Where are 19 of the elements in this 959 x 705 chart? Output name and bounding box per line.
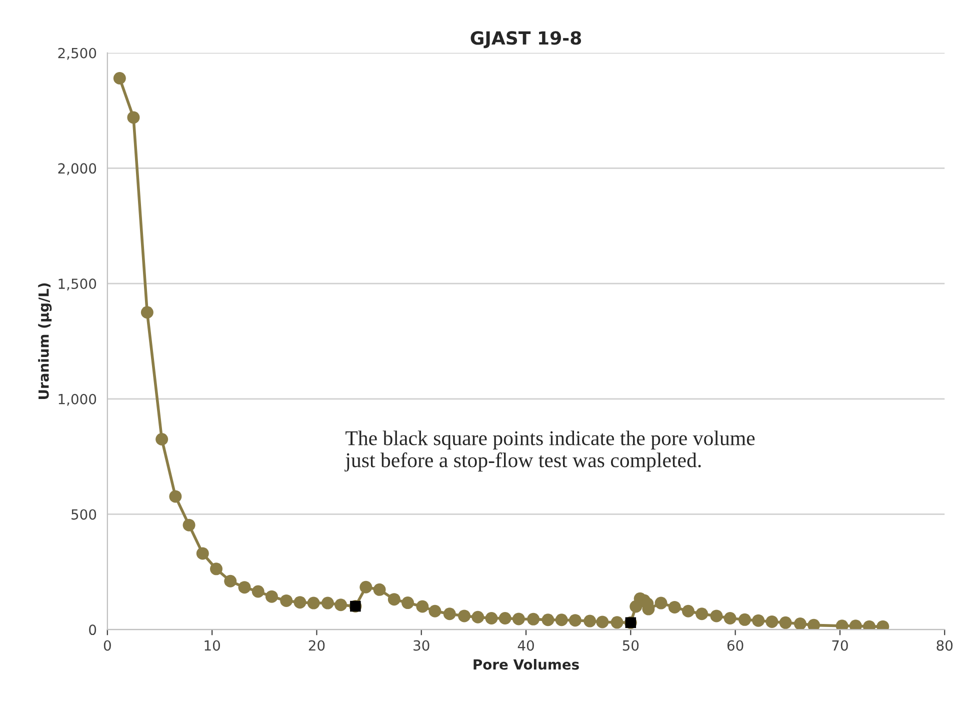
chart-title: GJAST 19-8: [470, 31, 582, 48]
y-tick-label: 2,500: [58, 48, 96, 60]
x-tick-label: 80: [936, 640, 953, 651]
x-tick-label: 10: [204, 640, 220, 651]
x-tick-label: 0: [104, 640, 111, 651]
x-tick-label: 70: [832, 640, 848, 651]
y-tick-label: 1,000: [58, 394, 96, 406]
x-tick-label: 60: [727, 640, 744, 651]
y-tick-label: 500: [72, 509, 96, 520]
x-axis-title: Pore Volumes: [474, 658, 579, 670]
x-tick-label: 50: [622, 640, 639, 651]
y-tick-label: 2,000: [58, 163, 96, 176]
x-tick-label: 40: [518, 640, 534, 651]
y-tick-label: 1,500: [58, 278, 96, 290]
x-tick-label: 30: [414, 640, 430, 651]
x-tick-label: 20: [308, 640, 325, 651]
y-tick-label: 0: [89, 624, 96, 636]
annotation: The black square points indicate the pore volume just before a stop-flow test was completed.: [344, 430, 755, 472]
y-axis-title: Uranium (µg/L): [38, 283, 52, 400]
